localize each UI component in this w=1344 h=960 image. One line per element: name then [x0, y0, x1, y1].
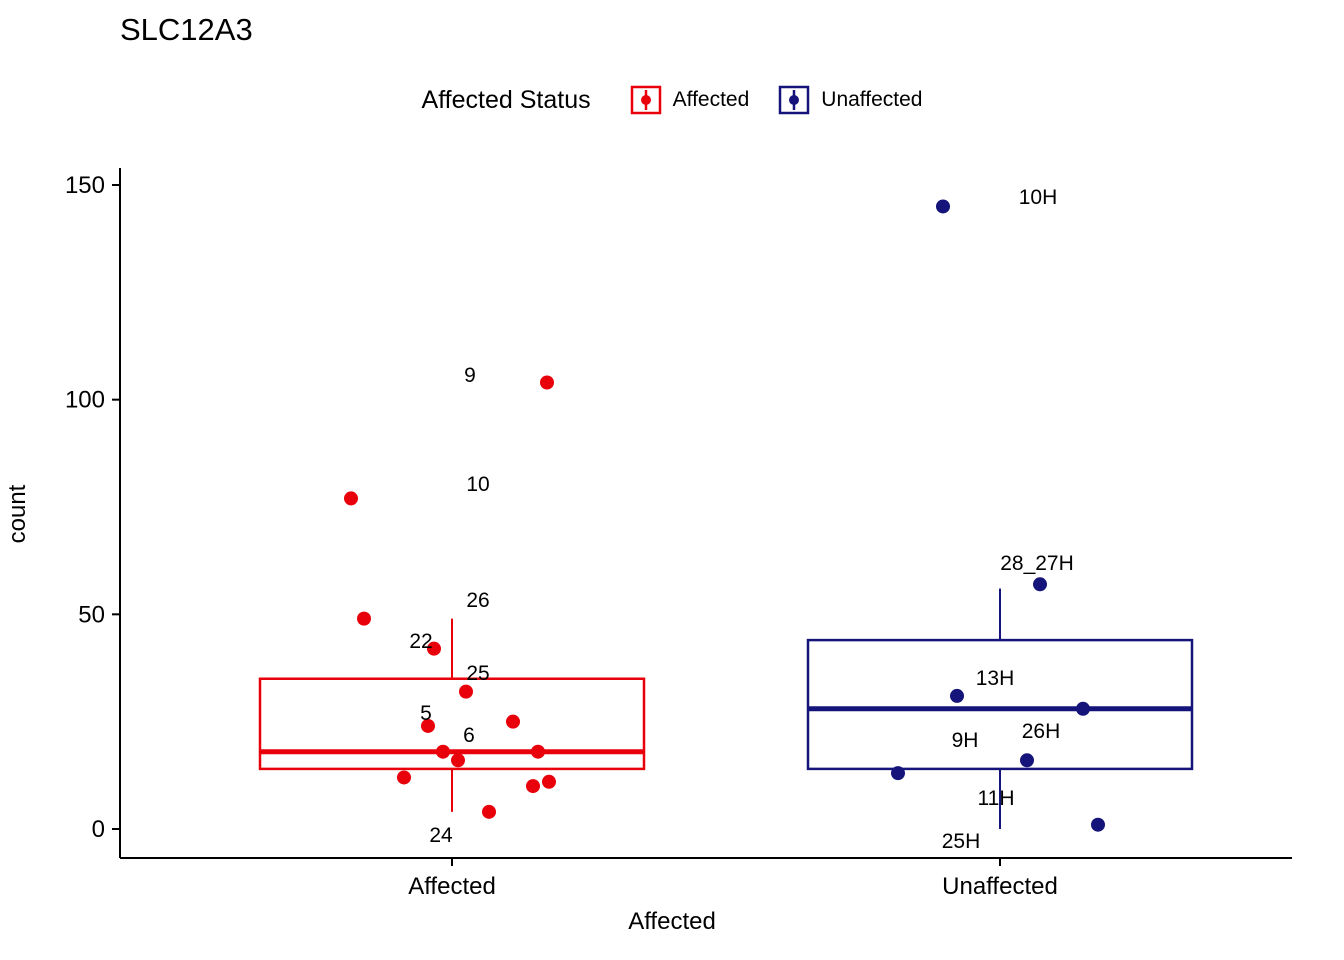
point-label: 6: [463, 724, 475, 747]
point-label: 24: [429, 824, 453, 847]
data-point: [506, 714, 520, 729]
point-label: 26: [466, 589, 489, 612]
y-tick-label: 100: [65, 387, 105, 414]
legend-entry-affected: Affected: [629, 84, 750, 116]
point-label: 10: [466, 473, 489, 496]
y-tick-label: 0: [92, 816, 105, 843]
data-point: [540, 375, 554, 390]
data-point: [436, 744, 450, 759]
data-point: [344, 491, 358, 506]
data-point: [950, 688, 964, 703]
data-point: [891, 766, 905, 781]
point-label: 9: [464, 364, 476, 387]
data-point: [451, 753, 465, 768]
data-point: [936, 199, 950, 214]
data-point: [531, 744, 545, 759]
data-point: [357, 611, 371, 626]
y-tick-label: 50: [78, 601, 105, 628]
point-label: 22: [409, 630, 432, 653]
data-point: [397, 770, 411, 785]
legend-title: Affected Status: [421, 85, 591, 114]
point-label: 28_27H: [1000, 552, 1074, 575]
box: [258, 677, 646, 771]
point-label: 9H: [952, 729, 979, 752]
data-point: [421, 718, 435, 733]
data-point: [482, 804, 496, 819]
data-point: [526, 779, 540, 794]
data-point: [542, 774, 556, 789]
data-point: [1033, 577, 1047, 592]
point-label: 11H: [978, 787, 1015, 810]
data-point: [1020, 753, 1034, 768]
x-category-label: Unaffected: [942, 873, 1058, 900]
data-point: [459, 684, 473, 699]
point-label: 13H: [976, 667, 1015, 690]
data-point: [1076, 701, 1090, 716]
legend-label-unaffected: Unaffected: [821, 88, 923, 111]
box: [806, 638, 1194, 771]
point-label: 5: [420, 702, 432, 725]
x-category-label: Affected: [408, 873, 496, 900]
legend: Affected Status Affected Unaffected: [0, 84, 1344, 116]
point-label: 26H: [1022, 720, 1061, 743]
point-label: 25: [466, 662, 489, 685]
point-label: 25H: [942, 830, 981, 853]
x-axis-title: Affected: [628, 908, 716, 935]
boxplot-key-icon: [779, 85, 810, 115]
y-tick-label: 150: [65, 172, 105, 199]
legend-entry-unaffected: Unaffected: [777, 84, 922, 116]
data-point: [1091, 817, 1105, 832]
legend-label-affected: Affected: [672, 88, 750, 111]
point-label: 10H: [1019, 186, 1058, 209]
boxplot-key-icon: [630, 85, 661, 115]
chart-title: SLC12A3: [120, 12, 253, 47]
data-point: [427, 641, 441, 656]
